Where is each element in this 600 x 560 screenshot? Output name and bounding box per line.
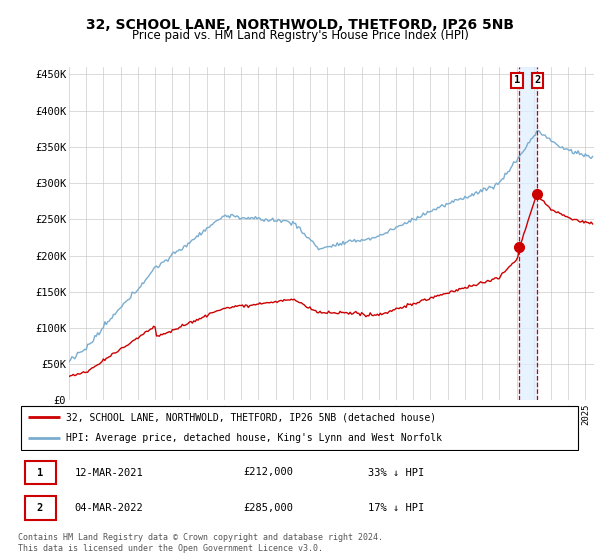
Text: 1: 1 xyxy=(37,468,43,478)
Text: 33% ↓ HPI: 33% ↓ HPI xyxy=(368,468,424,478)
FancyBboxPatch shape xyxy=(21,406,578,450)
Text: 32, SCHOOL LANE, NORTHWOLD, THETFORD, IP26 5NB: 32, SCHOOL LANE, NORTHWOLD, THETFORD, IP… xyxy=(86,18,514,32)
Text: 2: 2 xyxy=(535,75,541,85)
Text: Contains HM Land Registry data © Crown copyright and database right 2024.
This d: Contains HM Land Registry data © Crown c… xyxy=(18,533,383,553)
Text: 04-MAR-2022: 04-MAR-2022 xyxy=(74,503,143,513)
Text: Price paid vs. HM Land Registry's House Price Index (HPI): Price paid vs. HM Land Registry's House … xyxy=(131,29,469,42)
Text: 12-MAR-2021: 12-MAR-2021 xyxy=(74,468,143,478)
Bar xyxy=(520,67,536,400)
Text: 2: 2 xyxy=(37,503,43,513)
Text: £212,000: £212,000 xyxy=(244,468,293,478)
FancyBboxPatch shape xyxy=(25,496,56,520)
Text: £285,000: £285,000 xyxy=(244,503,293,513)
Text: 17% ↓ HPI: 17% ↓ HPI xyxy=(368,503,424,513)
FancyBboxPatch shape xyxy=(25,460,56,484)
Text: 32, SCHOOL LANE, NORTHWOLD, THETFORD, IP26 5NB (detached house): 32, SCHOOL LANE, NORTHWOLD, THETFORD, IP… xyxy=(66,412,436,422)
Text: 1: 1 xyxy=(514,75,520,85)
Text: HPI: Average price, detached house, King's Lynn and West Norfolk: HPI: Average price, detached house, King… xyxy=(66,433,442,444)
